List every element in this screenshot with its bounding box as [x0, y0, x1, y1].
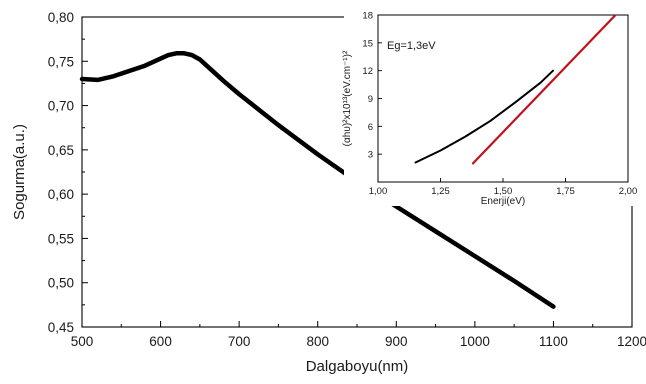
main-x-tick-label: 1100	[539, 334, 568, 349]
inset-absorption-curve	[414, 69, 554, 164]
inset-background	[344, 13, 638, 206]
inset-x-tick-label: 1,25	[431, 186, 450, 197]
inset-y-tick-label: 15	[362, 38, 373, 49]
inset-x-tick-label: 1,00	[369, 186, 388, 197]
inset-x-axis-title: Enerji(eV)	[481, 196, 525, 207]
inset-y-tick-label: 3	[368, 150, 373, 161]
inset-fit-line	[471, 15, 617, 165]
main-x-tick-label: 800	[306, 334, 329, 349]
inset-y-tick-label: 12	[362, 66, 373, 77]
main-y-tick-label: 0,75	[48, 54, 74, 69]
main-x-tick-label: 600	[149, 334, 172, 349]
main-y-tick-label: 0,70	[48, 99, 74, 114]
main-y-tick-label: 0,55	[48, 231, 74, 246]
inset-x-tick-label: 2,00	[619, 186, 638, 197]
main-x-tick-label: 500	[71, 334, 94, 349]
main-y-tick-label: 0,65	[48, 143, 74, 158]
inset-y-axis-title: (αhυ)²x10¹³(eV.cm⁻¹)²	[342, 50, 353, 146]
main-y-tick-label: 0,60	[48, 187, 74, 202]
main-x-axis-title: Dalgaboyu(nm)	[306, 358, 409, 375]
inset-x-tick-label: 1,50	[494, 186, 513, 197]
main-x-tick-label: 900	[385, 334, 408, 349]
inset-x-tick-label: 1,75	[556, 186, 575, 197]
main-x-tick-label: 700	[228, 334, 251, 349]
main-x-tick-label: 1200	[617, 334, 646, 349]
main-y-tick-label: 0,80	[48, 10, 74, 25]
inset-y-tick-label: 6	[368, 122, 373, 133]
main-x-tick-label: 1000	[460, 334, 490, 349]
main-y-axis-title: Sogurma(a.u.)	[11, 124, 28, 220]
inset-bandgap-annotation: Eg=1,3eV	[387, 40, 436, 52]
main-y-tick-label: 0,50	[48, 276, 74, 291]
main-series-line-0	[79, 51, 556, 309]
inset-y-tick-label: 9	[368, 94, 373, 105]
inset-y-tick-label: 18	[362, 11, 373, 22]
main-y-tick-label: 0,45	[48, 320, 74, 335]
